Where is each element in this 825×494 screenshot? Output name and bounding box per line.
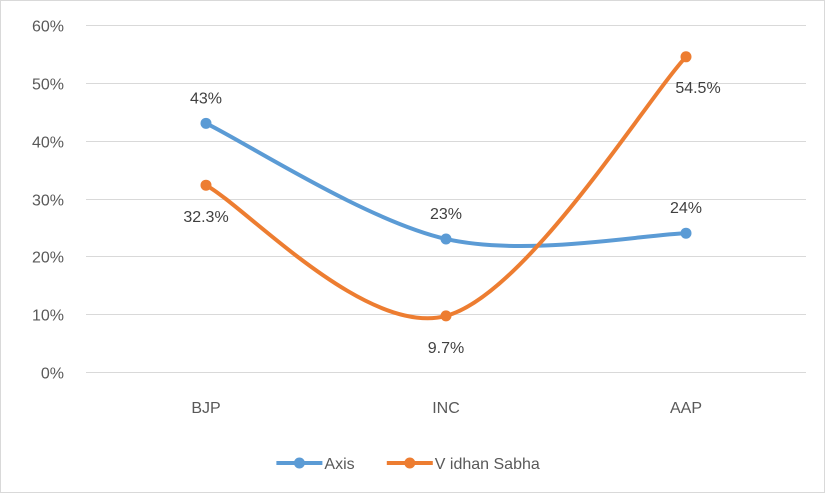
- data-label: 9.7%: [428, 340, 464, 357]
- y-axis: 0% 10% 20% 30% 40% 50% 60%: [32, 19, 64, 383]
- legend-item: Axis: [276, 456, 355, 473]
- data-point: [200, 179, 212, 191]
- x-tick-label: AAP: [670, 400, 702, 417]
- y-tick-label: 50%: [32, 77, 64, 94]
- legend-marker: [293, 457, 305, 469]
- x-tick-label: INC: [432, 400, 460, 417]
- y-tick-label: 30%: [32, 193, 64, 210]
- series-line: [204, 54, 688, 321]
- legend-label: Axis: [324, 456, 354, 473]
- x-axis: BJP INC AAP: [191, 400, 702, 417]
- data-labels: 43% 23% 24% 32.3% 9.7% 54.5%: [183, 80, 720, 357]
- y-tick-label: 60%: [32, 19, 64, 36]
- data-label: 54.5%: [675, 80, 720, 97]
- data-label: 23%: [430, 206, 462, 223]
- legend-label: V idhan Sabha: [435, 456, 540, 473]
- y-tick-label: 0%: [41, 366, 64, 383]
- y-tick-label: 20%: [32, 250, 64, 267]
- data-point: [200, 117, 212, 129]
- data-point: [440, 233, 452, 245]
- data-point: [680, 227, 692, 239]
- legend-item: V idhan Sabha: [386, 456, 540, 473]
- y-tick-label: 10%: [32, 308, 64, 325]
- series: [200, 51, 692, 322]
- legend-marker: [404, 457, 416, 469]
- data-label: 43%: [190, 90, 222, 107]
- data-point: [440, 310, 452, 322]
- y-tick-label: 40%: [32, 135, 64, 152]
- gridlines: [86, 25, 806, 373]
- data-point: [680, 51, 692, 63]
- x-tick-label: BJP: [191, 400, 220, 417]
- data-label: 24%: [670, 200, 702, 217]
- data-label: 32.3%: [183, 209, 228, 226]
- legend: Axis V idhan Sabha: [276, 456, 540, 473]
